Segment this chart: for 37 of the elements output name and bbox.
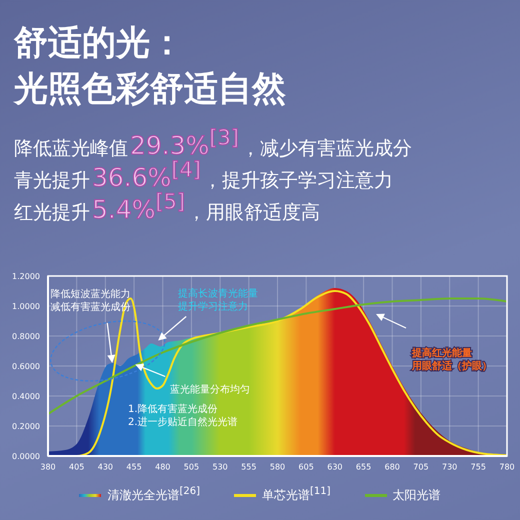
x-tick-label: 555 — [241, 462, 256, 472]
y-tick-label: 0.2000 — [12, 422, 40, 431]
annotation: 提高红光能量用眼舒适（护眼） — [411, 347, 492, 372]
x-tick-label: 630 — [327, 462, 343, 472]
y-tick-label: 0.6000 — [12, 362, 40, 371]
chart-subtitle: 降低蓝光峰值29.3%$^{[3]}$，减少有害蓝光成分 — [14, 126, 412, 160]
text: 红光提升5.4%$^{[5]}$，用眼舒适度高 — [14, 190, 320, 224]
text: 青光提升36.6%$^{[4]}$，提升孩子学习注意力 — [14, 158, 393, 192]
legend-label: 单芯光谱$^{[11]}$ — [262, 486, 331, 504]
x-tick-label: 605 — [298, 462, 314, 472]
x-tick-label: 655 — [356, 462, 372, 472]
chart-title: 舒适的光：光照色彩舒适自然 — [14, 22, 287, 111]
y-tick-label: 1.2000 — [12, 272, 40, 281]
legend-label: 清澈光全光谱$^{[26]}$ — [107, 486, 200, 504]
y-tick-label: 0.4000 — [12, 392, 40, 401]
annotation: 蓝光能量分布均匀 — [170, 384, 250, 396]
x-tick-label: 530 — [212, 462, 228, 472]
x-tick-label: 705 — [413, 462, 429, 472]
y-tick-label: 0.8000 — [12, 332, 40, 341]
x-tick-label: 380 — [40, 462, 56, 472]
annotation: 2.进一步贴近自然光光谱 — [128, 416, 238, 428]
x-tick-label: 455 — [126, 462, 142, 472]
x-tick-label: 505 — [184, 462, 200, 472]
annotation: 提高长波青光能量提升学习注意力 — [178, 288, 258, 312]
x-tick-label: 405 — [69, 462, 84, 472]
y-tick-label: 0.0000 — [12, 452, 40, 461]
x-tick-label: 680 — [384, 462, 400, 472]
y-tick-label: 1.0000 — [12, 302, 40, 311]
x-tick-label: 580 — [270, 462, 286, 472]
legend-label: 太阳光谱 — [392, 486, 441, 504]
x-tick-label: 730 — [442, 462, 458, 472]
x-tick-label: 755 — [470, 462, 486, 472]
line-series — [48, 298, 507, 415]
annotation: 1.降低有害蓝光成份 — [128, 403, 218, 415]
x-tick-label: 430 — [98, 462, 114, 472]
x-tick-label: 480 — [155, 462, 170, 472]
x-tick-label: 780 — [499, 462, 515, 472]
